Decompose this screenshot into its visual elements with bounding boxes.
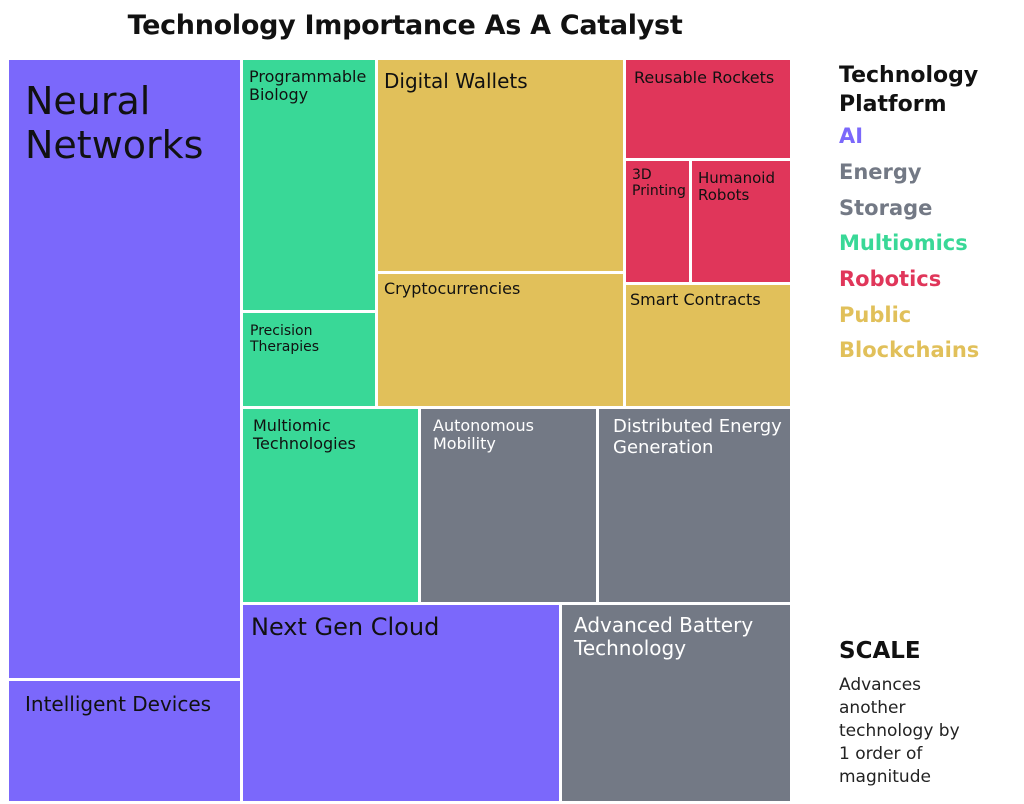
tile-digital-wallets: Digital Wallets xyxy=(375,57,626,274)
legend-item-robotics: Robotics xyxy=(839,266,942,291)
tile-label: Cryptocurrencies xyxy=(384,279,521,298)
tile-autonomous-mobility: Autonomous Mobility xyxy=(418,406,599,605)
scale-title: SCALE xyxy=(839,638,921,664)
tile-programmable-biology: Programmable Biology xyxy=(240,57,378,313)
tile-label: Humanoid Robots xyxy=(698,169,775,205)
legend-items: AI Energy Storage Multiomics Robotics Public… xyxy=(839,119,1019,369)
tile-multiomic-technologies: Multiomic Technologies xyxy=(240,406,421,605)
legend: Technology Platform AI Energy Storage Mult… xyxy=(839,62,1019,369)
tile-label: Next Gen Cloud xyxy=(251,613,440,641)
tile-label: Digital Wallets xyxy=(384,69,528,93)
tile-label: Advanced Battery Technology xyxy=(574,613,754,660)
tile-next-gen-cloud: Next Gen Cloud xyxy=(240,602,562,804)
tile-label: Intelligent Devices xyxy=(25,692,212,716)
tile-label: Multiomic Technologies xyxy=(253,416,356,454)
tile-reusable-rockets: Reusable Rockets xyxy=(623,57,793,161)
tile-3d-printing: 3D Printing xyxy=(623,158,692,285)
tile-smart-contracts: Smart Contracts xyxy=(623,282,793,409)
legend-item-energy-storage: Energy Storage xyxy=(839,159,933,220)
legend-item-ai: AI xyxy=(839,124,864,149)
tile-distributed-energy-generation: Distributed Energy Generation xyxy=(596,406,793,605)
tile-advanced-battery-technology: Advanced Battery Technology xyxy=(559,602,793,804)
scale-description: Advances another technology by 1 order o… xyxy=(839,675,960,787)
legend-title: Technology Platform xyxy=(839,63,979,117)
legend-item-public-blockchains: Public Blockchains xyxy=(839,302,980,363)
tile-humanoid-robots: Humanoid Robots xyxy=(689,158,793,285)
tile-label: Distributed Energy Generation xyxy=(613,416,782,458)
tile-label: 3D Printing xyxy=(632,167,686,200)
chart-title: Technology Importance As A Catalyst xyxy=(127,10,683,41)
tile-cryptocurrencies: Cryptocurrencies xyxy=(375,271,626,409)
tile-precision-therapies: Precision Therapies xyxy=(240,310,378,409)
scale-note: SCALE Advances another technology by 1 o… xyxy=(839,638,1019,789)
tile-label: Precision Therapies xyxy=(250,323,320,356)
tile-neural-networks: Neural Networks xyxy=(6,57,243,681)
tile-label: Neural Networks xyxy=(25,79,204,167)
tile-label: Smart Contracts xyxy=(630,290,761,309)
tile-label: Reusable Rockets xyxy=(634,68,775,87)
tile-label: Autonomous Mobility xyxy=(433,416,534,454)
legend-item-multiomics: Multiomics xyxy=(839,231,968,256)
tile-label: Programmable Biology xyxy=(249,67,367,105)
tile-intelligent-devices: Intelligent Devices xyxy=(6,678,243,804)
